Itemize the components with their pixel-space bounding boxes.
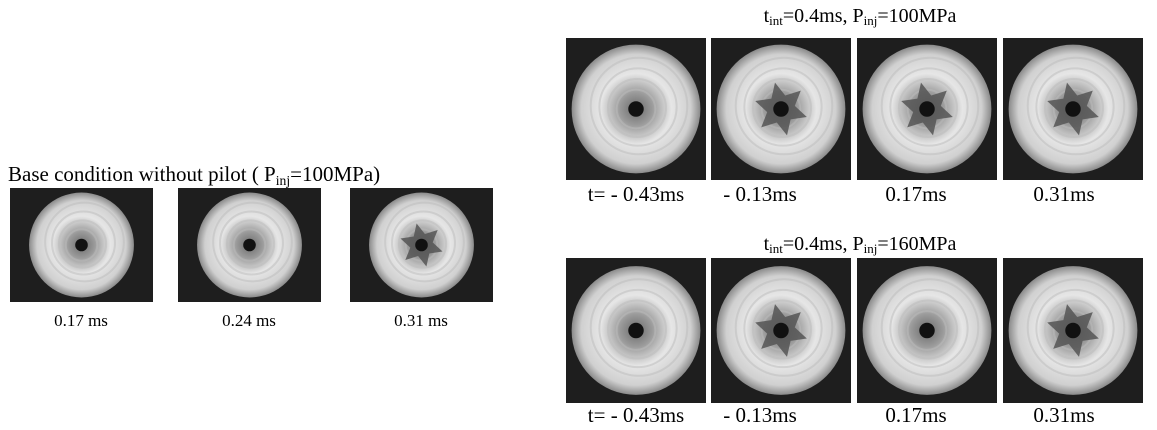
title-text: =160MPa — [877, 233, 956, 255]
swirl — [598, 67, 678, 147]
caption: - 0.13ms — [723, 403, 797, 427]
swirl — [589, 278, 689, 377]
nozzle — [919, 322, 935, 339]
panel-title: tint=0.4ms, Pinj=160MPa — [764, 233, 957, 256]
subscript: int — [769, 241, 783, 256]
nozzle — [628, 101, 644, 117]
flame-image — [566, 38, 706, 180]
swirl — [1044, 299, 1104, 360]
title-text: =0.4ms, P — [783, 233, 864, 255]
flame-image — [857, 38, 997, 180]
swirl — [607, 299, 667, 360]
subscript: inj — [864, 13, 878, 28]
swirl — [219, 210, 284, 276]
flame-image — [178, 188, 321, 302]
caption: t= - 0.43ms — [588, 182, 684, 206]
swirl — [57, 219, 108, 269]
subscript: inj — [276, 173, 290, 188]
swirl — [752, 299, 812, 360]
swirl — [615, 88, 657, 130]
swirl — [1026, 278, 1126, 377]
subscript: inj — [864, 241, 878, 256]
swirl — [743, 67, 823, 147]
swirl — [44, 201, 125, 283]
title-text: Base condition without pilot ( P — [8, 162, 276, 186]
swirl — [906, 310, 948, 351]
swirl — [391, 210, 456, 276]
flame-image — [1003, 38, 1143, 180]
swirl — [225, 219, 276, 269]
swirl — [384, 201, 465, 283]
flame-image — [857, 258, 997, 403]
swirl — [589, 56, 689, 156]
swirl — [752, 78, 812, 138]
caption: - 0.13ms — [723, 182, 797, 206]
swirl — [760, 310, 802, 351]
nozzle — [773, 322, 789, 339]
panel-title: Base condition without pilot ( Pinj=100M… — [8, 162, 380, 188]
swirl — [880, 278, 980, 377]
caption: 0.17ms — [885, 403, 946, 427]
swirl — [743, 288, 823, 369]
swirl — [880, 56, 980, 156]
nozzle — [628, 322, 644, 339]
nozzle — [75, 238, 88, 252]
flame-image — [566, 258, 706, 403]
flame-image — [711, 258, 851, 403]
flame-image — [1003, 258, 1143, 403]
swirl — [734, 278, 834, 377]
caption: 0.24 ms — [222, 311, 276, 330]
swirl — [397, 219, 448, 269]
swirl — [1035, 67, 1115, 147]
nozzle — [1065, 322, 1081, 339]
swirl — [1035, 288, 1115, 369]
swirl — [889, 288, 969, 369]
swirl — [898, 299, 958, 360]
nozzle — [919, 101, 935, 117]
swirl — [1026, 56, 1126, 156]
nozzle — [243, 238, 256, 252]
title-text: =100MPa — [877, 5, 956, 27]
swirl — [898, 78, 958, 138]
swirl — [615, 310, 657, 351]
caption: 0.31ms — [1033, 403, 1094, 427]
flame-image — [10, 188, 153, 302]
subscript: int — [769, 13, 783, 28]
flame-image — [711, 38, 851, 180]
caption: t= - 0.43ms — [588, 403, 684, 427]
swirl — [232, 228, 267, 262]
caption: 0.17 ms — [54, 311, 108, 330]
swirl — [889, 67, 969, 147]
caption: 0.17ms — [885, 182, 946, 206]
title-text: t — [764, 5, 770, 27]
swirl — [404, 228, 439, 262]
nozzle — [773, 101, 789, 117]
nozzle — [415, 238, 428, 252]
panel-title: tint=0.4ms, Pinj=100MPa — [764, 5, 957, 28]
caption: 0.31ms — [1033, 182, 1094, 206]
swirl — [734, 56, 834, 156]
swirl — [51, 210, 116, 276]
title-text: t — [764, 233, 770, 255]
swirl — [598, 288, 678, 369]
flame-image — [350, 188, 493, 302]
nozzle — [1065, 101, 1081, 117]
swirl — [1052, 310, 1094, 351]
swirl — [64, 228, 99, 262]
swirl — [607, 78, 667, 138]
swirl — [906, 88, 948, 130]
title-text: =0.4ms, P — [783, 5, 864, 27]
title-text: =100MPa) — [290, 162, 380, 186]
swirl — [760, 88, 802, 130]
swirl — [1044, 78, 1104, 138]
swirl — [1052, 88, 1094, 130]
caption: 0.31 ms — [394, 311, 448, 330]
swirl — [212, 201, 293, 283]
